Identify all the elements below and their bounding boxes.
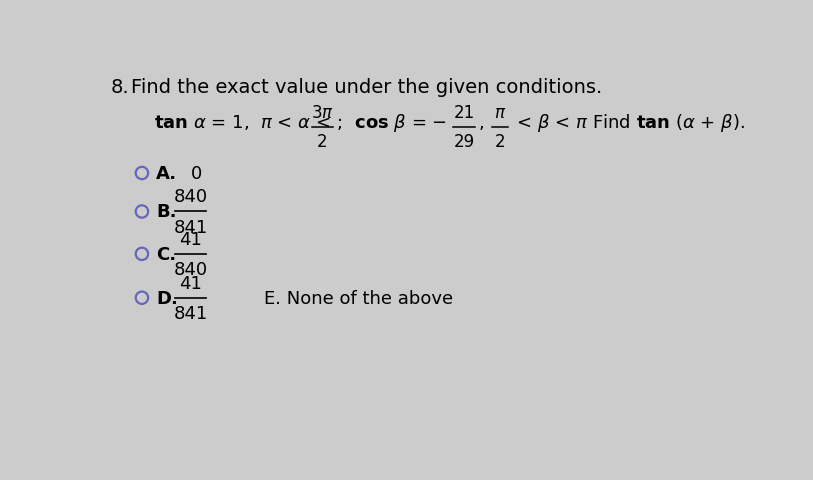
Text: Find the exact value under the given conditions.: Find the exact value under the given con… [131,78,602,96]
Text: 21: 21 [454,104,475,122]
Text: 29: 29 [454,133,475,151]
Text: $\mathbf{tan}$ $\alpha$ = 1,  $\pi$ < $\alpha$ <: $\mathbf{tan}$ $\alpha$ = 1, $\pi$ < $\a… [154,112,331,132]
Text: 8.: 8. [111,78,129,96]
Text: 840: 840 [174,261,208,278]
Text: C.: C. [156,245,176,264]
Text: $3\pi$: $3\pi$ [311,104,334,122]
Text: $\pi$: $\pi$ [493,104,506,122]
Text: D.: D. [156,289,178,307]
Text: A.: A. [156,165,177,182]
Text: 41: 41 [180,274,202,292]
Text: 841: 841 [174,304,208,322]
Text: ,: , [478,114,484,132]
Text: ;: ; [337,114,342,132]
Text: 840: 840 [174,188,208,206]
Text: B.: B. [156,203,176,221]
Text: < $\beta$ < $\pi$ Find $\mathbf{tan}$ ($\alpha$ + $\beta$).: < $\beta$ < $\pi$ Find $\mathbf{tan}$ ($… [511,111,745,133]
Text: 2: 2 [317,133,328,151]
Text: 0: 0 [191,165,202,182]
Text: $\mathbf{cos}$ $\beta$ = $-$: $\mathbf{cos}$ $\beta$ = $-$ [342,111,446,133]
Text: 841: 841 [174,218,208,236]
Text: 41: 41 [180,230,202,248]
Text: 2: 2 [494,133,506,151]
Text: E. None of the above: E. None of the above [264,289,454,307]
